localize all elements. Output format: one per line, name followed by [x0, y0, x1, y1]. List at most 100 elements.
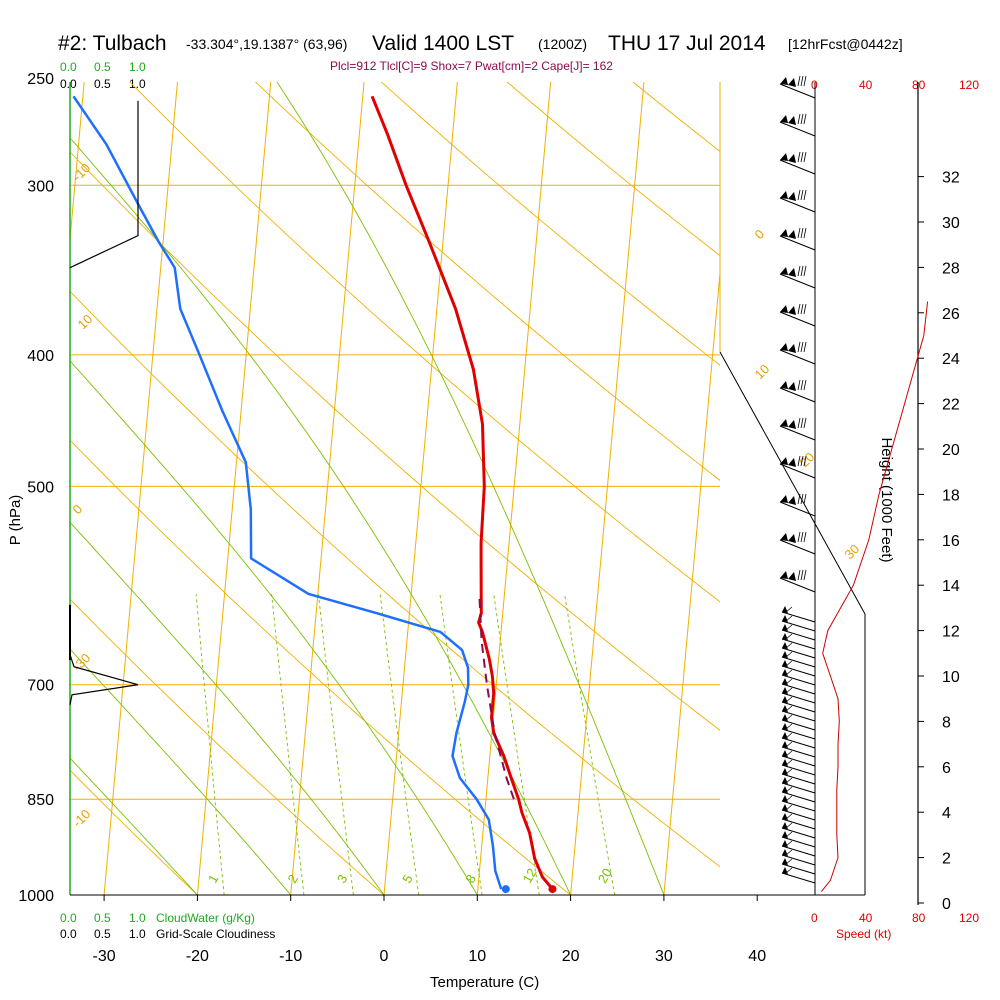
cloud-scale-top-green-0: 0.0	[60, 60, 77, 74]
wind-barb-feather	[797, 455, 801, 467]
dry-adiabat-label: 30	[842, 541, 863, 562]
grid-layer	[0, 54, 720, 895]
mixing-ratio-line	[379, 593, 420, 895]
wind-barb-feather	[803, 227, 807, 239]
temp-tick-30: 30	[655, 948, 673, 965]
dry-adiabat	[380, 82, 720, 366]
wind-barb-feather	[803, 189, 807, 201]
wind-barb-feather	[803, 455, 807, 467]
wind-barb-feather	[803, 417, 807, 429]
height-tick-30: 30	[942, 215, 960, 232]
wind-barb-feather	[803, 493, 807, 505]
moist-adiabat	[70, 757, 198, 895]
height-tick-16: 16	[942, 533, 960, 550]
dry-adiabat-label: 0	[752, 226, 768, 242]
wind-barb-pennant	[782, 624, 788, 631]
wind-barb-feather	[800, 151, 804, 163]
wind-barb-pennant	[782, 723, 788, 730]
wind-barb-feather	[803, 341, 807, 353]
speed-bottom-80: 80	[912, 911, 926, 925]
wind-barb-feather	[785, 705, 793, 712]
mixing-ratio-label-8: 8	[462, 872, 479, 886]
wind-barb-staff	[779, 539, 816, 555]
wind-barb-staff	[781, 665, 816, 677]
wind-barb-feather	[785, 669, 793, 676]
temp-tick-10: 10	[468, 948, 486, 965]
dry-adiabat-label: -10	[70, 806, 94, 830]
height-tick-4: 4	[942, 805, 951, 822]
wind-barb-pennant	[788, 420, 796, 429]
wind-barb-staff	[781, 701, 816, 713]
wind-barb-pennant	[782, 768, 788, 775]
wind-barb-staff	[779, 159, 816, 175]
wind-barb-feather	[797, 151, 801, 163]
wind-barb-pennant	[788, 268, 796, 277]
wind-barb-pennant	[782, 804, 788, 811]
wind-barb-feather	[803, 113, 807, 125]
height-tick-24: 24	[942, 351, 960, 368]
cloud-scale-top-green-1: 0.5	[94, 60, 111, 74]
wind-layer	[779, 75, 929, 895]
wind-barb-feather	[785, 750, 793, 757]
valid-time: Valid 1400 LST	[372, 32, 514, 55]
cloud-scale-top: 0.0 0.5 1.0 0.0 0.5 1.0	[60, 60, 146, 91]
height-axis-label: Height (1000 Feet)	[878, 437, 895, 562]
wind-barb-pennant	[782, 849, 788, 856]
wind-barb-staff	[781, 800, 816, 812]
wind-barb-staff	[779, 235, 816, 251]
dry-adiabat	[0, 54, 11, 895]
wind-barb-pennant	[780, 533, 788, 541]
wind-barb-pennant	[780, 115, 788, 123]
dry-adiabat	[70, 151, 720, 731]
wind-barb-feather	[800, 75, 804, 87]
mixing-ratio-line	[493, 593, 540, 895]
series-parcel	[478, 593, 515, 800]
wind-speed-profile	[821, 301, 929, 892]
wind-barb-staff	[779, 463, 816, 479]
wind-barb-feather	[800, 113, 804, 125]
series-temperature	[370, 95, 554, 891]
temp-tick--10: -10	[279, 948, 302, 965]
moist-adiabat	[70, 648, 292, 895]
wind-barb-staff	[779, 121, 816, 137]
wind-barb-pennant	[788, 306, 796, 315]
wind-barb-feather	[800, 569, 804, 581]
wind-barb-staff	[781, 764, 816, 776]
speed-bottom-120: 120	[959, 911, 979, 925]
wind-barb-staff	[781, 809, 816, 821]
dry-adiabat-label: -10	[70, 160, 94, 184]
wind-barb-pennant	[782, 669, 788, 676]
mixing-ratio-line	[564, 593, 616, 895]
isotherm	[476, 82, 552, 895]
temp-tick-20: 20	[562, 948, 580, 965]
mixing-ratio-label-12: 12	[519, 866, 539, 886]
wind-barb-feather	[797, 531, 801, 543]
x-axis-label: Temperature (C)	[430, 974, 539, 991]
wind-barb-feather	[803, 379, 807, 391]
wind-barb-feather	[785, 858, 793, 865]
wind-barb-feather	[785, 840, 793, 847]
wind-barb-pennant	[788, 344, 796, 353]
wind-barb-pennant	[782, 660, 788, 667]
wind-barb-pennant	[782, 759, 788, 766]
mixing-ratio-line	[271, 593, 305, 895]
wind-barb-staff	[781, 737, 816, 749]
wind-barb-feather	[800, 341, 804, 353]
surface-temperature-marker	[548, 885, 557, 894]
wind-barb-pennant	[780, 229, 788, 237]
forecast-run: [12hrFcst@0442z]	[788, 36, 903, 52]
cloudiness-upper	[69, 100, 139, 269]
wind-barb-pennant	[788, 382, 796, 391]
wind-barb-pennant	[782, 678, 788, 685]
cloud-scale-bottom-black-2: 1.0	[129, 927, 146, 941]
wind-barb-pennant	[782, 750, 788, 757]
wind-barb-feather	[803, 75, 807, 87]
wind-barb-pennant	[780, 343, 788, 351]
cloudiness-label: Grid-Scale Cloudiness	[156, 927, 275, 941]
wind-barb-feather	[803, 531, 807, 543]
wind-barb-feather	[800, 531, 804, 543]
wind-barb-staff	[781, 863, 816, 875]
wind-barb-feather	[785, 606, 793, 613]
height-tick-8: 8	[942, 714, 951, 731]
